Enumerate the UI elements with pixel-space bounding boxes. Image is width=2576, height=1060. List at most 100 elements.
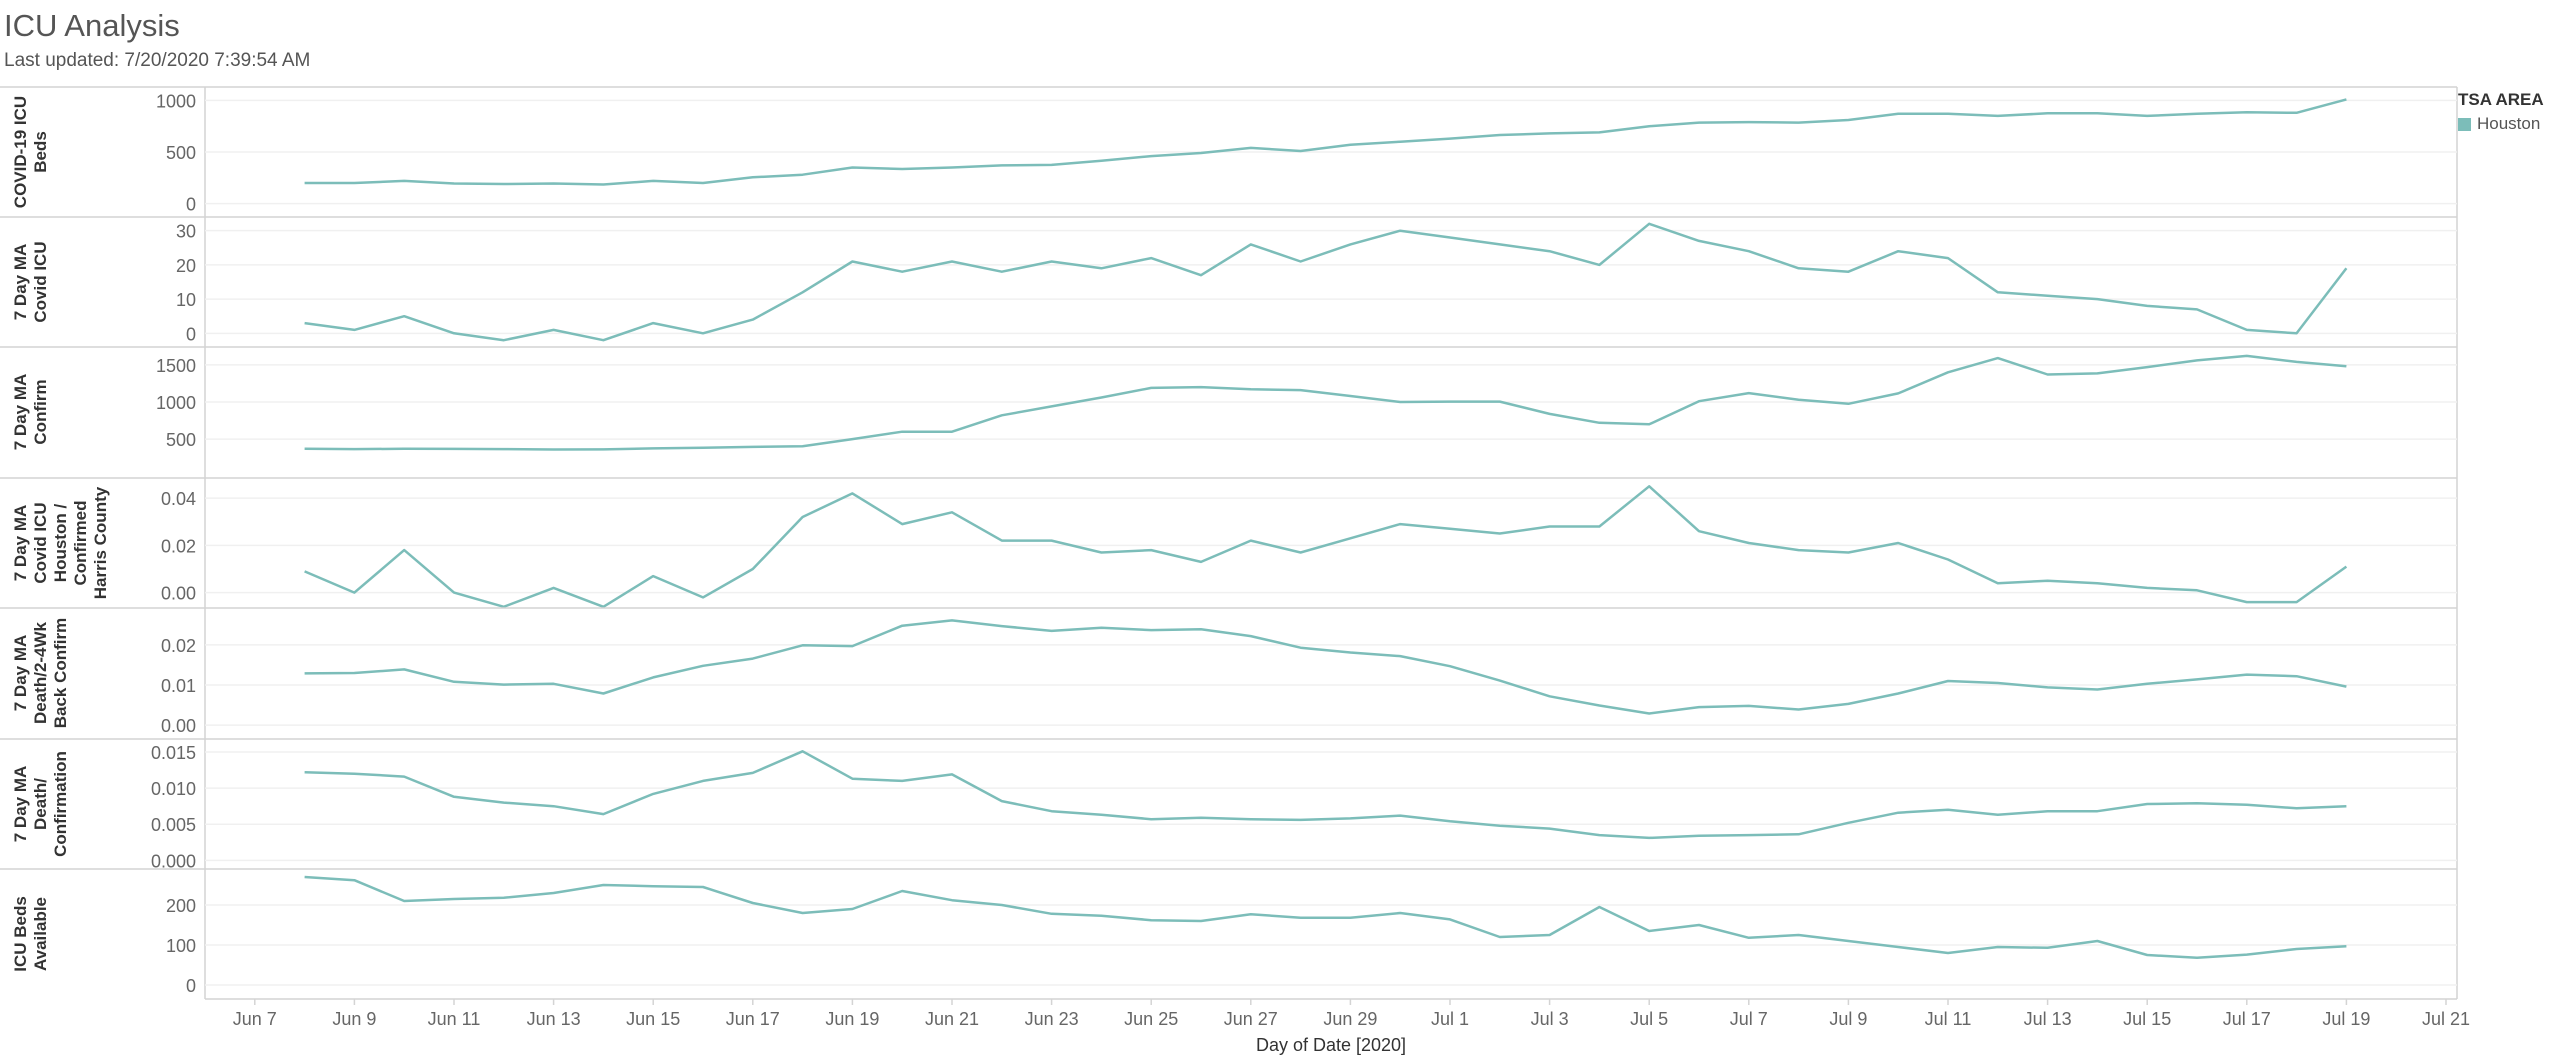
data-point xyxy=(2045,945,2051,951)
y-tick-label: 30 xyxy=(176,222,196,242)
data-point xyxy=(999,269,1005,275)
data-point xyxy=(351,590,357,596)
data-point xyxy=(351,327,357,333)
data-point xyxy=(401,313,407,319)
data-point xyxy=(600,337,606,343)
data-point xyxy=(2343,564,2349,570)
data-point xyxy=(700,330,706,336)
data-point xyxy=(1646,421,1652,427)
panel-ylabel: Back Confirm xyxy=(51,618,70,729)
data-point xyxy=(1447,916,1453,922)
data-point xyxy=(2194,676,2200,682)
panel-ylabel: Confirmed xyxy=(71,501,90,586)
data-point xyxy=(551,585,557,591)
data-point xyxy=(849,776,855,782)
y-tick-label: 100 xyxy=(166,936,196,956)
data-point xyxy=(2144,364,2150,370)
data-point xyxy=(1148,385,1154,391)
data-point xyxy=(2045,293,2051,299)
data-point xyxy=(1995,580,2001,586)
data-point xyxy=(1098,265,1104,271)
data-point xyxy=(2144,585,2150,591)
data-point xyxy=(1397,813,1403,819)
data-point xyxy=(551,803,557,809)
panel-ylabel: COVID-19 ICU xyxy=(11,96,30,208)
data-point xyxy=(700,778,706,784)
data-point xyxy=(1746,832,1752,838)
data-point xyxy=(1049,162,1055,168)
data-point xyxy=(700,594,706,600)
data-point xyxy=(1945,557,1951,563)
x-tick-label: Jul 11 xyxy=(1925,1009,1972,1029)
data-point xyxy=(302,769,308,775)
data-point xyxy=(401,774,407,780)
panel-ylabel: Available xyxy=(31,897,50,971)
data-point xyxy=(2244,952,2250,958)
data-point xyxy=(1148,627,1154,633)
data-point xyxy=(2194,800,2200,806)
data-point xyxy=(1248,816,1254,822)
data-point xyxy=(1447,663,1453,669)
data-point xyxy=(551,890,557,896)
data-point xyxy=(800,289,806,295)
data-point xyxy=(1547,248,1553,254)
data-point xyxy=(1945,369,1951,375)
data-point xyxy=(1547,411,1553,417)
x-tick-label: Jun 25 xyxy=(1124,1009,1178,1029)
panel-ylabel: Confirmation xyxy=(51,751,70,857)
y-tick-label: 0 xyxy=(186,195,196,215)
data-point xyxy=(1547,932,1553,938)
data-point xyxy=(1347,815,1353,821)
data-point xyxy=(949,259,955,265)
y-tick-label: 1000 xyxy=(156,91,196,111)
data-point xyxy=(1098,395,1104,401)
data-point xyxy=(1646,928,1652,934)
data-point xyxy=(849,490,855,496)
data-point xyxy=(1796,831,1802,837)
data-point xyxy=(650,573,656,579)
data-point xyxy=(1098,158,1104,164)
data-point xyxy=(1995,944,2001,950)
data-point xyxy=(351,771,357,777)
data-point xyxy=(2045,372,2051,378)
data-point xyxy=(2294,673,2300,679)
data-point xyxy=(2343,943,2349,949)
x-tick-label: Jul 19 xyxy=(2322,1009,2370,1029)
data-point xyxy=(899,521,905,527)
data-point xyxy=(451,794,457,800)
panel-ylabel: Death/ xyxy=(31,778,50,830)
data-point xyxy=(650,791,656,797)
panel-ylabel: Confirm xyxy=(31,379,50,444)
x-tick-label: Jun 19 xyxy=(825,1009,879,1029)
panel-ylabel: 7 Day MA xyxy=(11,505,30,582)
data-point xyxy=(1796,397,1802,403)
data-point xyxy=(2194,306,2200,312)
data-point xyxy=(1347,142,1353,148)
x-tick-label: Jun 7 xyxy=(233,1009,277,1029)
data-point xyxy=(1198,626,1204,632)
data-point xyxy=(2343,684,2349,690)
data-point xyxy=(1347,393,1353,399)
data-point xyxy=(600,691,606,697)
data-point xyxy=(800,443,806,449)
data-point xyxy=(302,180,308,186)
panel-ylabel: ICU Beds xyxy=(11,896,30,972)
data-point xyxy=(302,320,308,326)
legend-item-houston[interactable]: Houston xyxy=(2458,114,2544,134)
data-point xyxy=(501,337,507,343)
data-point xyxy=(1895,810,1901,816)
x-tick-label: Jun 15 xyxy=(626,1009,680,1029)
x-tick-label: Jun 9 xyxy=(332,1009,376,1029)
data-point xyxy=(1497,678,1503,684)
data-point xyxy=(451,181,457,187)
x-tick-label: Jun 17 xyxy=(726,1009,780,1029)
data-point xyxy=(750,900,756,906)
data-point xyxy=(1547,524,1553,530)
data-point xyxy=(1447,399,1453,405)
data-point xyxy=(1895,540,1901,546)
data-point xyxy=(700,445,706,451)
data-point xyxy=(1995,289,2001,295)
x-tick-label: Jun 23 xyxy=(1025,1009,1079,1029)
data-point xyxy=(2045,808,2051,814)
data-point xyxy=(1596,904,1602,910)
